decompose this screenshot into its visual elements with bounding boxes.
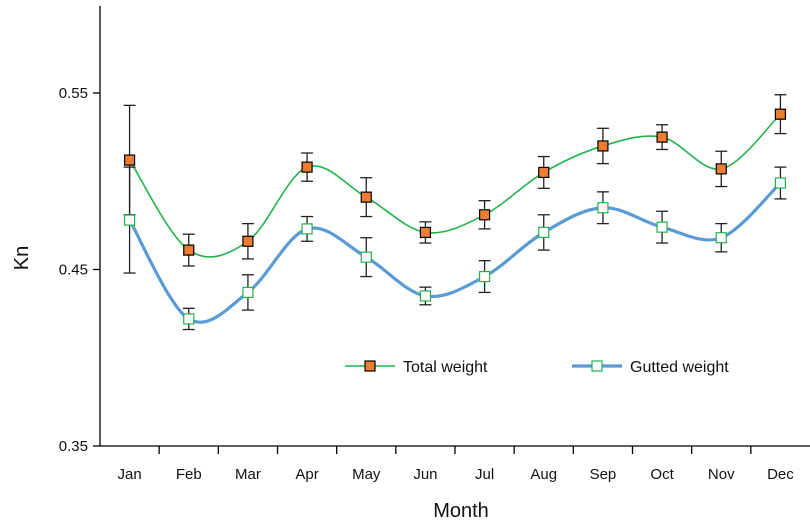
data-point-marker <box>774 108 787 120</box>
x-tick-label: Jun <box>413 466 437 483</box>
x-tick-label: Dec <box>767 466 794 483</box>
y-ticks: 0.35 0.45 0.55 <box>59 85 100 455</box>
data-point-marker <box>597 202 609 214</box>
data-point-marker <box>242 286 254 299</box>
error-bars <box>123 94 787 331</box>
data-point-marker <box>123 154 136 166</box>
y-axis-title: Kn <box>11 246 33 270</box>
data-point-marker <box>774 177 787 189</box>
data-point-marker <box>360 191 372 203</box>
data-point-marker <box>715 163 727 175</box>
x-tick-label: May <box>352 466 381 483</box>
data-point-marker <box>656 221 668 233</box>
y-tick-label: 0.55 <box>59 85 88 102</box>
markers <box>123 108 787 325</box>
data-point-marker <box>478 270 491 283</box>
series-lines <box>128 113 782 324</box>
series-line <box>128 113 781 258</box>
x-tick-label: Jan <box>117 466 141 483</box>
legend-label: Gutted weight <box>630 359 729 376</box>
legend-item: Gutted weight <box>572 359 729 376</box>
data-point-marker <box>656 131 668 143</box>
data-point-marker <box>715 232 727 244</box>
y-tick-label: 0.35 <box>59 438 88 455</box>
data-point-marker <box>123 214 136 226</box>
axes <box>99 6 810 447</box>
data-point-marker <box>301 161 313 173</box>
legend-marker <box>591 360 603 372</box>
y-tick-label: 0.45 <box>59 262 88 279</box>
series-line <box>128 181 782 324</box>
legend: Total weight Gutted weight <box>345 359 729 376</box>
x-tick-label: Apr <box>295 466 318 483</box>
data-point-marker <box>419 226 432 239</box>
x-tick-label: Oct <box>650 466 674 483</box>
data-point-marker <box>242 235 254 247</box>
data-point-marker <box>419 290 432 302</box>
legend-label: Total weight <box>403 359 488 376</box>
data-point-marker <box>183 313 195 325</box>
data-point-marker <box>360 251 372 263</box>
x-ticks: Jan Feb Mar Apr May Jun Jul Aug Sep Oct Nov Dec <box>117 446 794 483</box>
x-tick-label: Nov <box>708 466 735 483</box>
data-point-marker <box>597 140 609 152</box>
data-point-marker <box>478 209 491 221</box>
x-tick-label: Aug <box>530 466 557 483</box>
x-tick-label: Mar <box>235 466 261 483</box>
data-point-marker <box>301 223 313 235</box>
legend-item: Total weight <box>345 359 488 376</box>
x-axis-title: Month <box>433 500 489 522</box>
data-point-marker <box>183 244 195 256</box>
data-point-marker <box>538 226 550 239</box>
x-tick-label: Feb <box>176 466 202 483</box>
legend-marker <box>364 360 376 372</box>
x-tick-label: Jul <box>475 466 494 483</box>
data-point-marker <box>538 166 550 179</box>
x-tick-label: Sep <box>590 466 617 483</box>
